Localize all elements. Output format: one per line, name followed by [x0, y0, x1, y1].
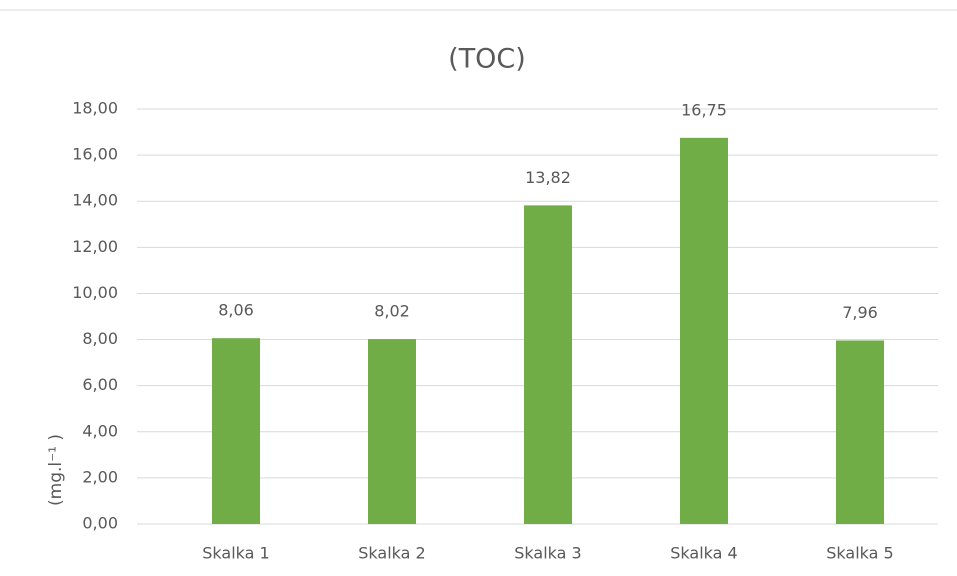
chart-title: (TOC) — [448, 44, 526, 75]
data-label: 8,02 — [374, 302, 410, 321]
y-tick-label: 0,00 — [82, 514, 118, 533]
bar — [524, 205, 572, 524]
bar — [368, 339, 416, 524]
bar — [836, 340, 884, 524]
y-tick-label: 8,00 — [82, 329, 118, 348]
x-tick-label: Skalka 5 — [826, 544, 893, 563]
data-label: 13,82 — [525, 168, 571, 187]
y-tick-label: 6,00 — [82, 375, 118, 394]
y-tick-label: 12,00 — [72, 237, 118, 256]
y-tick-label: 10,00 — [72, 283, 118, 302]
y-tick-label: 16,00 — [72, 145, 118, 164]
data-label: 7,96 — [842, 303, 878, 322]
x-tick-label: Skalka 3 — [514, 544, 581, 563]
y-tick-label: 2,00 — [82, 467, 118, 486]
x-tick-label: Skalka 2 — [358, 544, 425, 563]
x-tick-label: Skalka 1 — [202, 544, 269, 563]
bar — [212, 338, 260, 524]
y-axis-label: (mg.l⁻¹ ) — [46, 434, 66, 506]
data-label: 8,06 — [218, 301, 254, 320]
y-tick-label: 14,00 — [72, 191, 118, 210]
bar — [680, 137, 728, 524]
data-label: 16,75 — [681, 100, 727, 119]
y-tick-label: 4,00 — [82, 421, 118, 440]
x-tick-label: Skalka 4 — [670, 544, 737, 563]
y-tick-label: 18,00 — [72, 99, 118, 118]
